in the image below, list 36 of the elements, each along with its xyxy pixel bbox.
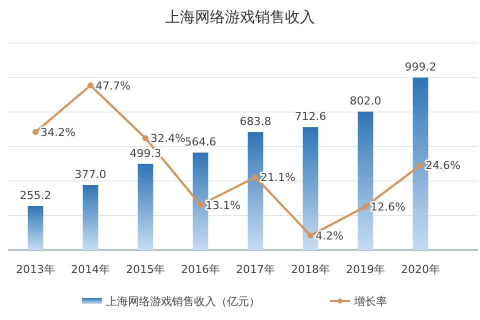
data-label: 34.2%	[40, 126, 76, 140]
x-tick-label: 2014年	[71, 263, 110, 276]
bar	[358, 112, 374, 250]
data-label: 12.6%	[370, 200, 406, 214]
point	[88, 82, 94, 88]
point	[252, 174, 258, 180]
point	[362, 204, 368, 210]
legend-label: 上海网络游戏销售收入（亿元）	[106, 295, 260, 308]
legend-label: 增长率	[353, 295, 387, 308]
data-label: 683.8	[240, 115, 272, 128]
data-label: 999.2	[404, 60, 436, 74]
bar	[28, 206, 44, 250]
x-tick-label: 2020年	[401, 263, 440, 276]
bar	[138, 164, 154, 250]
bar	[192, 152, 208, 250]
point	[32, 129, 38, 136]
data-label: 47.7%	[96, 79, 130, 92]
point	[142, 135, 148, 142]
data-label: 32.4%	[150, 132, 186, 146]
data-label: 255.2	[20, 188, 52, 202]
x-tick-label: 2015年	[126, 263, 165, 276]
chart-title: 上海网络游戏销售收入	[165, 8, 315, 26]
point	[198, 202, 204, 208]
point	[308, 232, 314, 239]
data-label: 564.6	[184, 136, 216, 149]
data-label: 377.0	[74, 168, 106, 181]
x-tick-label: 2018年	[291, 263, 330, 276]
data-label: 4.2%	[316, 230, 344, 243]
point	[418, 162, 424, 168]
x-tick-label: 2016年	[181, 263, 220, 276]
x-tick-label: 2019年	[346, 263, 385, 276]
x-tick-label: 2013年	[16, 263, 55, 276]
x-tick-label: 2017年	[236, 263, 275, 276]
bar	[82, 184, 98, 250]
data-label: 802.0	[350, 94, 382, 108]
data-label: 712.6	[294, 110, 326, 124]
